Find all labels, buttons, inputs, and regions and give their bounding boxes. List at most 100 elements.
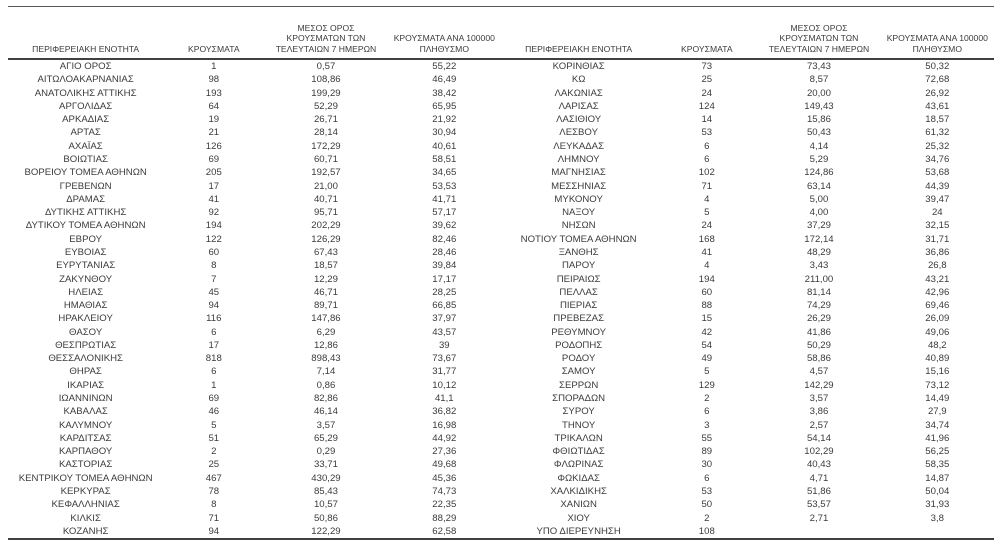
cases-cell: 53	[701, 127, 713, 139]
region-cell: ΠΙΕΡΙΑΣ	[559, 300, 598, 312]
region-cell: ΛΑΡΙΣΑΣ	[558, 100, 599, 112]
region-cell: ΣΑΜΟΥ	[561, 366, 596, 378]
table-row: ΡΟΔΟΠΗΣ 54 50,29 48,2	[501, 339, 994, 352]
table-row: ΛΑΣΙΘΙΟΥ 14 15,86 18,57	[501, 113, 994, 126]
avg7-cell: 122,29	[311, 525, 341, 537]
per100k-cell: 38,42	[432, 87, 457, 99]
avg7-cell: 50,86	[313, 512, 338, 524]
avg7-cell: 12,29	[313, 273, 338, 285]
per100k-cell: 31,93	[925, 499, 950, 511]
per100k-cell: 43,57	[432, 326, 457, 338]
cases-cell: 17	[208, 339, 220, 351]
cases-cell: 2	[704, 393, 710, 405]
cases-cell: 14	[701, 114, 713, 126]
cases-cell: 1	[211, 379, 217, 391]
table-row: ΚΟΖΑΝΗΣ 94 122,29 62,58	[8, 525, 501, 539]
region-cell: ΗΡΑΚΛΕΙΟΥ	[58, 313, 113, 325]
cases-cell: 24	[701, 87, 713, 99]
table-row: ΚΑΒΑΛΑΣ 46 46,14 36,82	[8, 405, 501, 418]
header-per100k: ΚΡΟΥΣΜΑΤΑ ΑΝΑ 100000 ΠΛΗΘΥΣΜΟ	[387, 7, 501, 60]
avg7-cell: 172,14	[804, 233, 834, 245]
avg7-cell: 102,29	[804, 446, 834, 458]
region-cell: ΠΕΙΡΑΙΩΣ	[556, 273, 601, 285]
region-cell: ΓΡΕΒΕΝΩΝ	[59, 180, 112, 192]
region-cell: ΛΕΣΒΟΥ	[559, 127, 598, 139]
avg7-cell: 51,86	[806, 486, 831, 497]
per100k-cell: 32,15	[925, 220, 950, 232]
avg7-cell: 149,43	[804, 100, 834, 112]
avg7-cell: 202,29	[311, 220, 341, 232]
avg7-cell	[757, 525, 880, 539]
table-row: ΙΚΑΡΙΑΣ 1 0,86 10,12	[8, 379, 501, 392]
table-row: ΕΒΡΟΥ 122 126,29 82,46	[8, 233, 501, 246]
region-cell: ΦΩΚΙΔΑΣ	[557, 472, 600, 484]
avg7-cell: 4,14	[809, 140, 829, 152]
region-cell: ΙΩΑΝΝΙΝΩΝ	[58, 393, 113, 405]
avg7-cell: 60,71	[313, 153, 338, 165]
per100k-cell: 26,8	[927, 260, 947, 272]
per100k-cell: 73,12	[925, 379, 950, 391]
table-row: ΚΕΡΚΥΡΑΣ 78 85,43 74,73	[8, 485, 501, 498]
cases-cell: 94	[208, 525, 220, 537]
per100k-cell: 27,9	[927, 406, 947, 418]
region-cell: ΚΟΖΑΝΗΣ	[62, 525, 109, 537]
cases-cell: 88	[701, 300, 713, 312]
per100k-cell: 22,35	[432, 499, 457, 511]
avg7-cell: 211,00	[804, 273, 834, 285]
table-row: ΚΕΝΤΡΙΚΟΥ ΤΟΜΕΑ ΑΘΗΝΩΝ 467 430,29 45,36	[8, 472, 501, 485]
avg7-cell: 26,29	[806, 313, 831, 325]
cases-cell: 25	[701, 74, 713, 86]
avg7-cell: 7,14	[316, 366, 336, 378]
region-cell: ΧΑΛΚΙΔΙΚΗΣ	[550, 486, 607, 497]
avg7-cell: 3,43	[809, 260, 829, 272]
table-row: ΘΑΣΟΥ 6 6,29 43,57	[8, 326, 501, 339]
per100k-cell: 39,47	[925, 193, 950, 205]
region-cell: ΡΟΔΟΠΗΣ	[555, 339, 603, 351]
cases-cell: 50	[701, 499, 713, 511]
table-row: ΛΗΜΝΟΥ 6 5,29 34,76	[501, 153, 994, 166]
region-cell: ΚΕΦΑΛΛΗΝΙΑΣ	[51, 499, 120, 511]
per100k-cell: 39,62	[432, 220, 457, 232]
header-avg7: ΜΕΣΟΣ ΟΡΟΣ ΚΡΟΥΣΜΑΤΩΝ ΤΩΝ ΤΕΛΕΥΤΑΙΩΝ 7 Η…	[264, 7, 388, 60]
avg7-cell: 10,57	[313, 499, 338, 511]
table-row: ΛΑΡΙΣΑΣ 124 149,43 43,61	[501, 100, 994, 113]
cases-table-right: ΠΕΡΙΦΕΡΕΙΑΚΗ ΕΝΟΤΗΤΑ ΚΡΟΥΣΜΑΤΑ ΜΕΣΟΣ ΟΡΟ…	[501, 7, 994, 540]
cases-cell: 51	[208, 432, 220, 444]
table-row: ΞΑΝΘΗΣ 41 48,29 36,86	[501, 246, 994, 259]
region-cell: ΡΕΘΥΜΝΟΥ	[551, 326, 607, 338]
per100k-cell: 3,8	[930, 512, 944, 524]
cases-cell: 6	[211, 326, 217, 338]
cases-cell: 64	[208, 100, 220, 112]
cases-cell: 24	[701, 220, 713, 232]
cases-table-left: ΠΕΡΙΦΕΡΕΙΑΚΗ ΕΝΟΤΗΤΑ ΚΡΟΥΣΜΑΤΑ ΜΕΣΟΣ ΟΡΟ…	[8, 7, 501, 540]
region-cell: ΗΛΕΙΑΣ	[68, 286, 103, 298]
region-cell: ΚΑΣΤΟΡΙΑΣ	[59, 459, 113, 471]
avg7-cell: 50,43	[806, 127, 831, 139]
table-row: ΝΑΞΟΥ 5 4,00 24	[501, 206, 994, 219]
header-avg7: ΜΕΣΟΣ ΟΡΟΣ ΚΡΟΥΣΜΑΤΩΝ ΤΩΝ ΤΕΛΕΥΤΑΙΩΝ 7 Η…	[757, 7, 881, 60]
table-row: ΧΑΛΚΙΔΙΚΗΣ 53 51,86 50,04	[501, 485, 994, 498]
avg7-cell: 192,57	[311, 167, 341, 179]
cases-cell: 6	[704, 153, 710, 165]
table-row: ΚΑΛΥΜΝΟΥ 5 3,57 16,98	[8, 419, 501, 432]
avg7-cell: 89,71	[313, 300, 338, 312]
table-row: ΜΥΚΟΝΟΥ 4 5,00 39,47	[501, 193, 994, 206]
cases-cell: 6	[211, 366, 217, 378]
table-row: ΡΕΘΥΜΝΟΥ 42 41,86 49,06	[501, 326, 994, 339]
cases-cell: 126	[205, 140, 222, 152]
region-cell: ΣΥΡΟΥ	[562, 406, 595, 418]
avg7-cell: 3,86	[809, 406, 829, 418]
per100k-cell: 34,65	[432, 167, 457, 179]
table-row: ΝΟΤΙΟΥ ΤΟΜΕΑ ΑΘΗΝΩΝ 168 172,14 31,71	[501, 233, 994, 246]
cases-cell: 205	[205, 167, 222, 179]
avg7-cell: 37,29	[806, 220, 831, 232]
cases-cell: 54	[701, 339, 713, 351]
per100k-cell	[881, 525, 994, 539]
header-row: ΠΕΡΙΦΕΡΕΙΑΚΗ ΕΝΟΤΗΤΑ ΚΡΟΥΣΜΑΤΑ ΜΕΣΟΣ ΟΡΟ…	[501, 7, 994, 60]
table-row: ΠΕΙΡΑΙΩΣ 194 211,00 43,21	[501, 273, 994, 286]
avg7-cell: 63,14	[806, 180, 831, 192]
avg7-cell: 18,57	[313, 260, 338, 272]
cases-cell: 4	[704, 193, 710, 205]
per100k-cell: 56,25	[925, 446, 950, 458]
